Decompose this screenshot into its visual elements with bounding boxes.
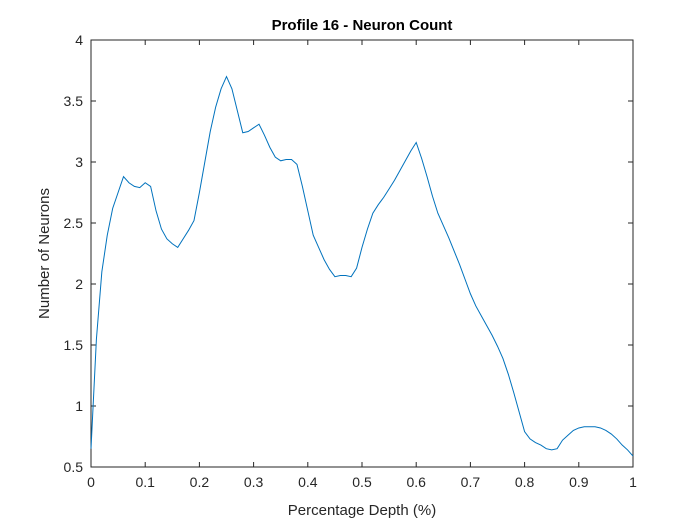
y-tick-label: 1.5	[64, 337, 84, 353]
x-tick-label: 0.7	[461, 474, 481, 490]
x-tick-label: 1	[629, 474, 637, 490]
series-line	[90, 75, 634, 457]
x-tick-label: 0.9	[569, 474, 589, 490]
x-tick-label: 0	[87, 474, 95, 490]
x-axis-label: Percentage Depth (%)	[288, 502, 436, 519]
x-tick-label: 0.5	[352, 474, 372, 490]
x-tick-label: 0.1	[135, 474, 155, 490]
y-tick-label: 1	[75, 398, 83, 414]
x-tick-label: 0.8	[515, 474, 535, 490]
y-tick-label: 0.5	[64, 459, 84, 475]
y-tick-labels: 0.5 1 1.5 2 2.5 3 3.5 4	[64, 32, 84, 475]
x-tick-label: 0.6	[406, 474, 426, 490]
x-tick-labels: 0 0.1 0.2 0.3 0.4 0.5 0.6 0.7 0.8 0.9 1	[87, 474, 637, 490]
chart-title: Profile 16 - Neuron Count	[272, 17, 453, 34]
y-tick-label: 2.5	[64, 215, 84, 231]
y-tick-label: 3	[75, 154, 83, 170]
y-tick-label: 3.5	[64, 93, 84, 109]
x-tick-label: 0.3	[244, 474, 264, 490]
plot-area	[90, 39, 634, 468]
y-tick-label: 2	[75, 276, 83, 292]
x-tick-label: 0.4	[298, 474, 318, 490]
y-axis-label: Number of Neurons	[36, 188, 53, 319]
x-tick-label: 0.2	[190, 474, 210, 490]
y-tick-label: 4	[75, 32, 83, 48]
